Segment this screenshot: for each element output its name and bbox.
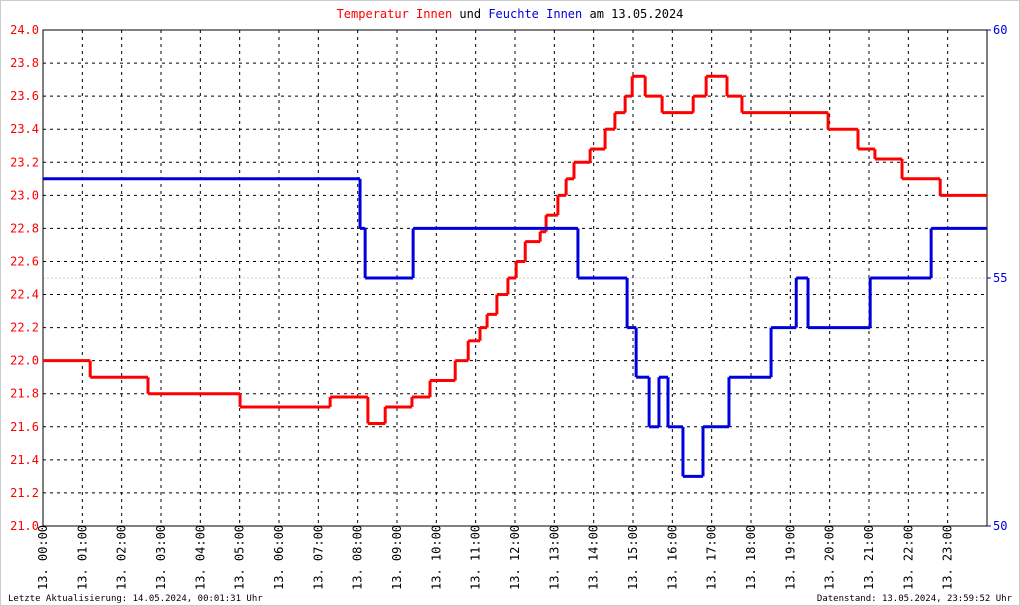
x-tick-label: 13. 02:00 — [115, 525, 129, 590]
x-tick-label: 13. 22:00 — [901, 525, 915, 590]
x-tick-label: 13. 17:00 — [705, 525, 719, 590]
y-tick-label: 23.6 — [10, 89, 39, 103]
x-tick-label: 13. 01:00 — [75, 525, 89, 590]
title-part: Feuchte Innen — [488, 7, 582, 21]
x-tick-label: 13. 20:00 — [823, 525, 837, 590]
y-tick-label: 23.2 — [10, 155, 39, 169]
x-tick-label: 13. 07:00 — [311, 525, 325, 590]
x-tick-label: 13. 18:00 — [744, 525, 758, 590]
y-tick-label: 22.6 — [10, 254, 39, 268]
x-tick-label: 13. 03:00 — [154, 525, 168, 590]
x-tick-label: 13. 13:00 — [547, 525, 561, 590]
y-tick-label: 24.0 — [10, 23, 39, 37]
y-tick-label: 23.4 — [10, 122, 39, 136]
x-tick-label: 13. 08:00 — [351, 525, 365, 590]
x-tick-label: 13. 11:00 — [469, 525, 483, 590]
footer-left: Letzte Aktualisierung: 14.05.2024, 00:01… — [8, 594, 263, 604]
x-tick-label: 13. 00:00 — [36, 525, 50, 590]
x-tick-label: 13. 05:00 — [233, 525, 247, 590]
x-tick-label: 13. 09:00 — [390, 525, 404, 590]
footer-right: Datenstand: 13.05.2024, 23:59:52 Uhr — [817, 594, 1013, 604]
title-part: Temperatur Innen — [337, 7, 453, 21]
x-tick-label: 13. 19:00 — [783, 525, 797, 590]
x-tick-label: 13. 04:00 — [193, 525, 207, 590]
plot-border — [42, 29, 988, 527]
x-tick-label: 13. 15:00 — [626, 525, 640, 590]
y-tick-label: 21.8 — [10, 387, 39, 401]
y-tick-label: 22.4 — [10, 288, 39, 302]
x-tick-label: 13. 16:00 — [665, 525, 679, 590]
y-tick-label: 21.4 — [10, 453, 39, 467]
x-tick-label: 13. 12:00 — [508, 525, 522, 590]
x-tick-label: 13. 06:00 — [272, 525, 286, 590]
title-part: am 13.05.2024 — [589, 7, 683, 21]
x-tick-label: 13. 14:00 — [587, 525, 601, 590]
y-tick-label: 21.6 — [10, 420, 39, 434]
x-tick-label: 13. 21:00 — [862, 525, 876, 590]
y2-tick-label: 55 — [993, 271, 1007, 285]
y-tick-label: 23.0 — [10, 188, 39, 202]
x-tick-label: 13. 23:00 — [941, 525, 955, 590]
y-tick-label: 21.2 — [10, 486, 39, 500]
title-part: und — [459, 7, 481, 21]
y-tick-label: 22.2 — [10, 321, 39, 335]
y-tick-label: 23.8 — [10, 56, 39, 70]
y2-tick-label: 60 — [993, 23, 1007, 37]
x-tick-label: 13. 10:00 — [429, 525, 443, 590]
chart-title: Temperatur Innen und Feuchte Innen am 13… — [337, 7, 684, 21]
y-tick-label: 21.0 — [10, 519, 39, 533]
y2-tick-label: 50 — [993, 519, 1007, 533]
y-tick-label: 22.0 — [10, 354, 39, 368]
y-tick-label: 22.8 — [10, 221, 39, 235]
